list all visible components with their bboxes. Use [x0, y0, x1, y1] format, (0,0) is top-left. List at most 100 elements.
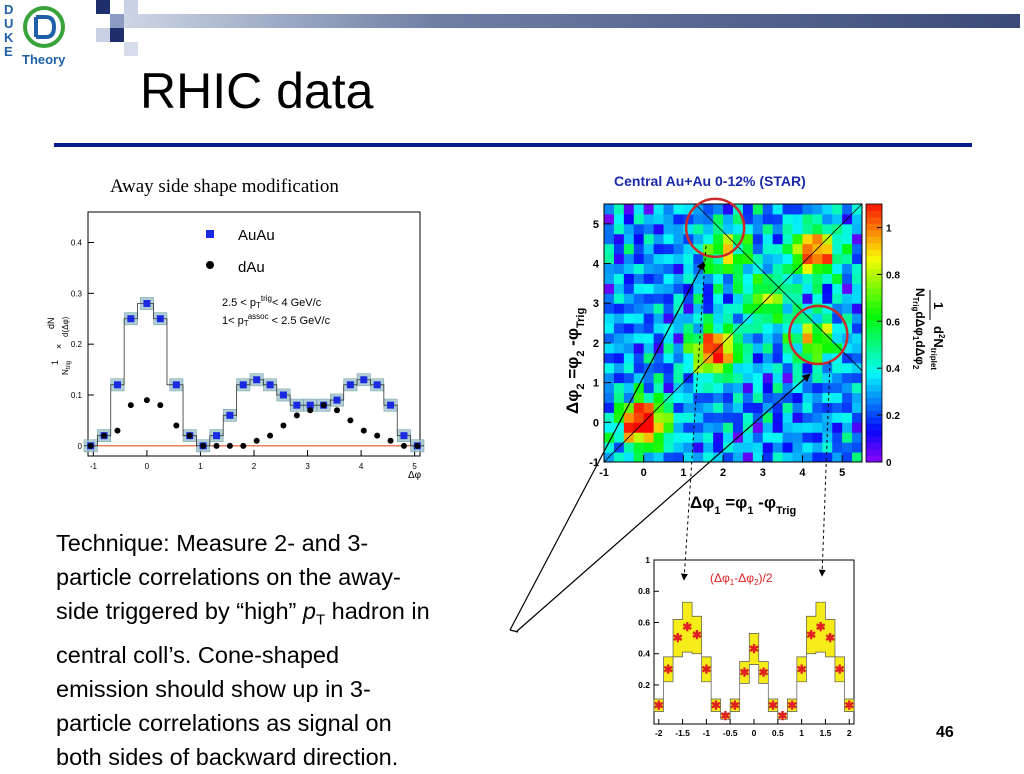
- heatmap-cell: [713, 263, 724, 274]
- decor-square: [124, 0, 138, 14]
- dau-point: [334, 407, 340, 414]
- heatmap-cell: [832, 422, 843, 433]
- heatmap-cell: [772, 313, 784, 324]
- heatmap-cell: [762, 432, 774, 443]
- heatmap-cell: [663, 253, 674, 265]
- heatmap-cell: [663, 452, 674, 463]
- heatmap-cell: [683, 283, 694, 294]
- legend-dau-label: dAu: [238, 259, 265, 276]
- heatmap-cell: [772, 372, 784, 384]
- heatmap-cell: [792, 303, 803, 314]
- heatmap-cell: [842, 263, 853, 274]
- heatmap-cell: [842, 243, 853, 255]
- heatmap-cell: [832, 442, 843, 453]
- heatmap-cell: [752, 204, 764, 215]
- heatmap-cell: [812, 213, 823, 225]
- heatmap-cell: [643, 352, 655, 364]
- heatmap-cell: [812, 223, 823, 235]
- heatmap-cell: [643, 303, 655, 314]
- heatmap-cell: [832, 362, 843, 374]
- heatmap-cell: [723, 422, 734, 433]
- heatmap-cell: [782, 412, 794, 423]
- heatmap-cell: [623, 412, 635, 423]
- heatmap-cell: [703, 243, 714, 255]
- heatmap-cell: [802, 293, 813, 304]
- dau-point: [87, 442, 94, 449]
- heatmap-cell: [752, 293, 764, 304]
- heatmap-cell: [752, 422, 764, 433]
- heatmap-cell: [604, 313, 615, 324]
- heatmap-cell: [604, 233, 615, 245]
- heatmap-cell: [792, 452, 803, 463]
- heatmap-cell: [812, 323, 823, 334]
- heatmap-cell: [623, 362, 635, 374]
- heatmap-cell: [782, 422, 794, 433]
- heatmap-cell: [713, 273, 724, 284]
- heatmap-cell: [792, 422, 803, 433]
- heatmap-cell: [822, 263, 833, 274]
- auau-point: [239, 381, 247, 389]
- dau-point: [374, 432, 381, 439]
- heatmap-cell: [643, 402, 655, 413]
- heatmap-cell: [752, 352, 764, 364]
- heatmap-cell: [623, 263, 635, 274]
- heatmap-cell: [832, 412, 843, 423]
- heatmap-cell: [713, 313, 724, 324]
- heatmap-cell: [703, 293, 714, 304]
- heatmap-cell: [723, 303, 734, 314]
- colorbar-segment: [866, 423, 882, 431]
- heatmap-y-tick-label: 1: [593, 378, 599, 390]
- heatmap-cell: [683, 382, 694, 394]
- heatmap-cell: [782, 213, 794, 225]
- heatmap-cell: [633, 392, 645, 403]
- heatmap-cell: [643, 213, 655, 225]
- heatmap-cell: [703, 422, 714, 433]
- heatmap-cell: [713, 382, 724, 394]
- projection-x-tick-label: -2: [655, 728, 663, 738]
- heatmap-cell: [713, 243, 724, 255]
- heatmap-cell: [772, 204, 784, 215]
- heatmap-cell: [832, 323, 843, 334]
- heatmap-cell: [742, 233, 754, 245]
- heatmap-cell: [613, 422, 625, 433]
- heatmap-cell: [733, 342, 744, 354]
- heatmap-cell: [604, 273, 615, 284]
- colorbar-segment: [866, 320, 882, 328]
- heatmap-cell: [604, 323, 615, 334]
- heatmap-cell: [723, 323, 734, 334]
- heatmap-cell: [604, 342, 615, 354]
- heatmap-cell: [623, 313, 635, 324]
- heatmap-cell: [822, 253, 833, 265]
- dau-point: [240, 442, 247, 449]
- heatmap-cell: [683, 204, 694, 215]
- heatmap-cell: [673, 442, 684, 453]
- heatmap-cell: [782, 313, 794, 324]
- heatmap-cell: [633, 253, 645, 265]
- heatmap-cell: [772, 253, 784, 265]
- pt-trig-annotation: 2.5 < pTtrig< 4 GeV/c: [222, 294, 322, 310]
- heatmap-cell: [673, 303, 684, 314]
- heatmap-cell: [812, 283, 823, 294]
- heatmap-cell: [762, 313, 774, 324]
- heatmap-cell: [733, 362, 744, 374]
- heatmap-cell: [633, 213, 645, 225]
- heatmap-cell: [683, 293, 694, 304]
- dau-point: [414, 442, 421, 449]
- heatmap-cell: [772, 392, 784, 403]
- heatmap-cell: [733, 392, 744, 403]
- left-x-axis-label: Δφ: [408, 470, 422, 481]
- heatmap-cell: [703, 402, 714, 413]
- heatmap-cell: [822, 333, 833, 344]
- heatmap-cell: [842, 303, 853, 314]
- dau-point: [173, 422, 180, 429]
- heatmap-cell: [742, 402, 754, 413]
- heatmap-cell: [782, 352, 794, 364]
- heatmap-cell: [822, 422, 833, 433]
- heatmap-cell: [812, 412, 823, 423]
- heatmap-cell: [623, 283, 635, 294]
- x-tick-label: 0: [145, 462, 150, 471]
- heatmap-cell: [832, 342, 843, 354]
- heatmap-cell: [723, 362, 734, 374]
- heatmap-cell: [723, 372, 734, 384]
- heatmap-cell: [792, 323, 803, 334]
